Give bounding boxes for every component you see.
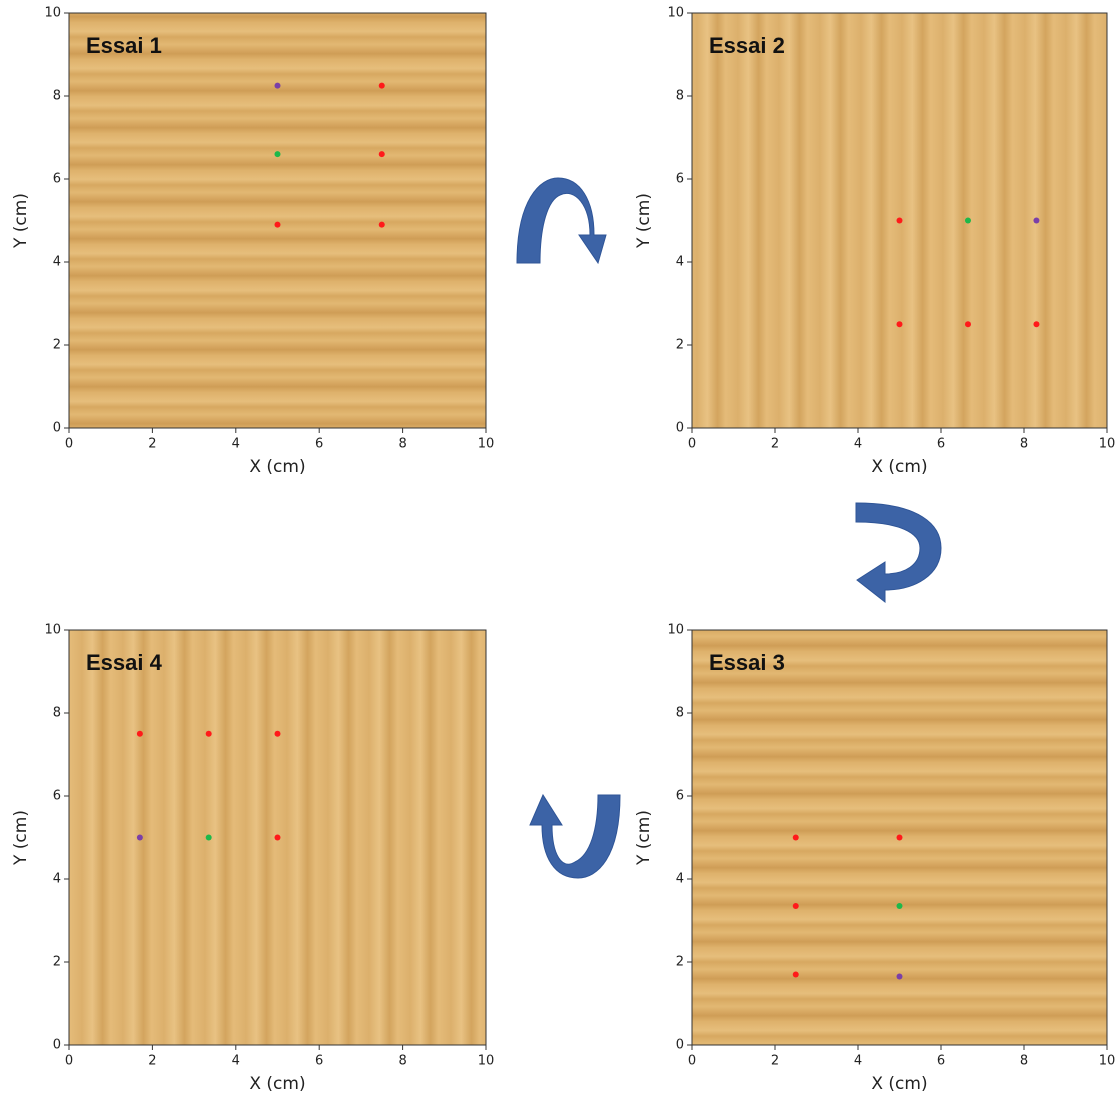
y-tick-label: 0 xyxy=(676,1038,684,1053)
point xyxy=(274,834,281,841)
y-tick-label: 6 xyxy=(53,789,61,804)
y-tick-label: 4 xyxy=(676,872,684,887)
x-tick-label: 2 xyxy=(771,1054,779,1069)
x-tick-label: 10 xyxy=(478,437,495,452)
point xyxy=(378,151,385,158)
y-tick-label: 10 xyxy=(667,6,684,21)
y-tick-label: 2 xyxy=(676,955,684,970)
x-tick-label: 4 xyxy=(854,437,862,452)
y-tick-label: 4 xyxy=(53,872,61,887)
x-tick-label: 10 xyxy=(1099,1054,1116,1069)
subplot: 0 2 4 6 8 10 0 2 4 6 8 10 X (cm) Y (cm) Essai 4 xyxy=(11,623,494,1095)
arrow-3 xyxy=(529,793,621,879)
point xyxy=(274,221,281,228)
x-tick-label: 6 xyxy=(937,1054,945,1069)
point xyxy=(792,902,799,909)
point xyxy=(896,217,903,224)
y-tick-label: 2 xyxy=(676,338,684,353)
x-axis-label: X (cm) xyxy=(249,457,305,477)
point xyxy=(896,321,903,328)
x-axis-label: X (cm) xyxy=(871,457,927,477)
point xyxy=(378,221,385,228)
x-tick-label: 10 xyxy=(478,1054,495,1069)
point xyxy=(378,82,385,89)
y-tick-label: 10 xyxy=(44,6,61,21)
y-tick-label: 8 xyxy=(53,706,61,721)
point xyxy=(792,834,799,841)
x-tick-label: 2 xyxy=(148,437,156,452)
x-tick-label: 4 xyxy=(232,1054,240,1069)
y-tick-label: 0 xyxy=(53,421,61,436)
point xyxy=(205,834,212,841)
arrow-2 xyxy=(855,502,942,604)
plot-frame xyxy=(68,12,487,429)
x-tick-label: 8 xyxy=(398,1054,406,1069)
y-tick-label: 6 xyxy=(676,172,684,187)
x-tick-label: 6 xyxy=(315,1054,323,1069)
plot-background xyxy=(69,13,486,428)
plot-frame xyxy=(691,12,1108,429)
x-tick-label: 2 xyxy=(771,437,779,452)
point xyxy=(136,730,143,737)
y-tick-label: 2 xyxy=(53,338,61,353)
x-tick-label: 4 xyxy=(232,437,240,452)
y-tick-label: 8 xyxy=(676,706,684,721)
rotation-arrows xyxy=(516,177,942,879)
x-tick-label: 0 xyxy=(688,437,696,452)
x-tick-label: 6 xyxy=(937,437,945,452)
point xyxy=(274,151,281,158)
subplot: 0 2 4 6 8 10 0 2 4 6 8 10 X (cm) Y (cm) Essai 3 xyxy=(634,623,1115,1095)
y-tick-label: 4 xyxy=(53,255,61,270)
y-tick-label: 8 xyxy=(676,89,684,104)
x-tick-label: 4 xyxy=(854,1054,862,1069)
y-tick-label: 10 xyxy=(667,623,684,638)
y-tick-label: 6 xyxy=(53,172,61,187)
x-axis-label: X (cm) xyxy=(871,1074,927,1094)
point xyxy=(896,834,903,841)
x-axis-label: X (cm) xyxy=(249,1074,305,1094)
point xyxy=(274,82,281,89)
point xyxy=(205,730,212,737)
y-axis-label: Y (cm) xyxy=(634,193,654,249)
x-tick-label: 0 xyxy=(65,437,73,452)
chart-title: Essai 3 xyxy=(709,650,785,675)
y-axis-label: Y (cm) xyxy=(11,810,31,866)
y-tick-label: 6 xyxy=(676,789,684,804)
subplot: 0 2 4 6 8 10 0 2 4 6 8 10 X (cm) Y (cm) Essai 2 xyxy=(634,6,1115,478)
y-tick-label: 0 xyxy=(676,421,684,436)
subplot: 0 2 4 6 8 10 0 2 4 6 8 10 X (cm) Y (cm) Essai 1 xyxy=(11,6,494,478)
x-tick-label: 8 xyxy=(1020,1054,1028,1069)
arrow-1 xyxy=(516,177,607,265)
x-tick-label: 0 xyxy=(65,1054,73,1069)
plot-frame xyxy=(68,629,487,1046)
y-tick-label: 8 xyxy=(53,89,61,104)
x-tick-label: 10 xyxy=(1099,437,1116,452)
y-tick-label: 2 xyxy=(53,955,61,970)
point xyxy=(792,971,799,978)
point xyxy=(964,217,971,224)
x-tick-label: 6 xyxy=(315,437,323,452)
x-tick-label: 0 xyxy=(688,1054,696,1069)
chart-title: Essai 4 xyxy=(86,650,163,675)
chart-title: Essai 1 xyxy=(86,33,162,58)
y-axis-label: Y (cm) xyxy=(11,193,31,249)
point xyxy=(1033,217,1040,224)
plot-frame xyxy=(691,629,1108,1046)
point xyxy=(896,973,903,980)
y-axis-label: Y (cm) xyxy=(634,810,654,866)
x-tick-label: 8 xyxy=(398,437,406,452)
point xyxy=(136,834,143,841)
chart-title: Essai 2 xyxy=(709,33,785,58)
point xyxy=(896,902,903,909)
x-tick-label: 2 xyxy=(148,1054,156,1069)
point xyxy=(1033,321,1040,328)
point xyxy=(964,321,971,328)
y-tick-label: 10 xyxy=(44,623,61,638)
y-tick-label: 4 xyxy=(676,255,684,270)
x-tick-label: 8 xyxy=(1020,437,1028,452)
y-tick-label: 0 xyxy=(53,1038,61,1053)
point xyxy=(274,730,281,737)
